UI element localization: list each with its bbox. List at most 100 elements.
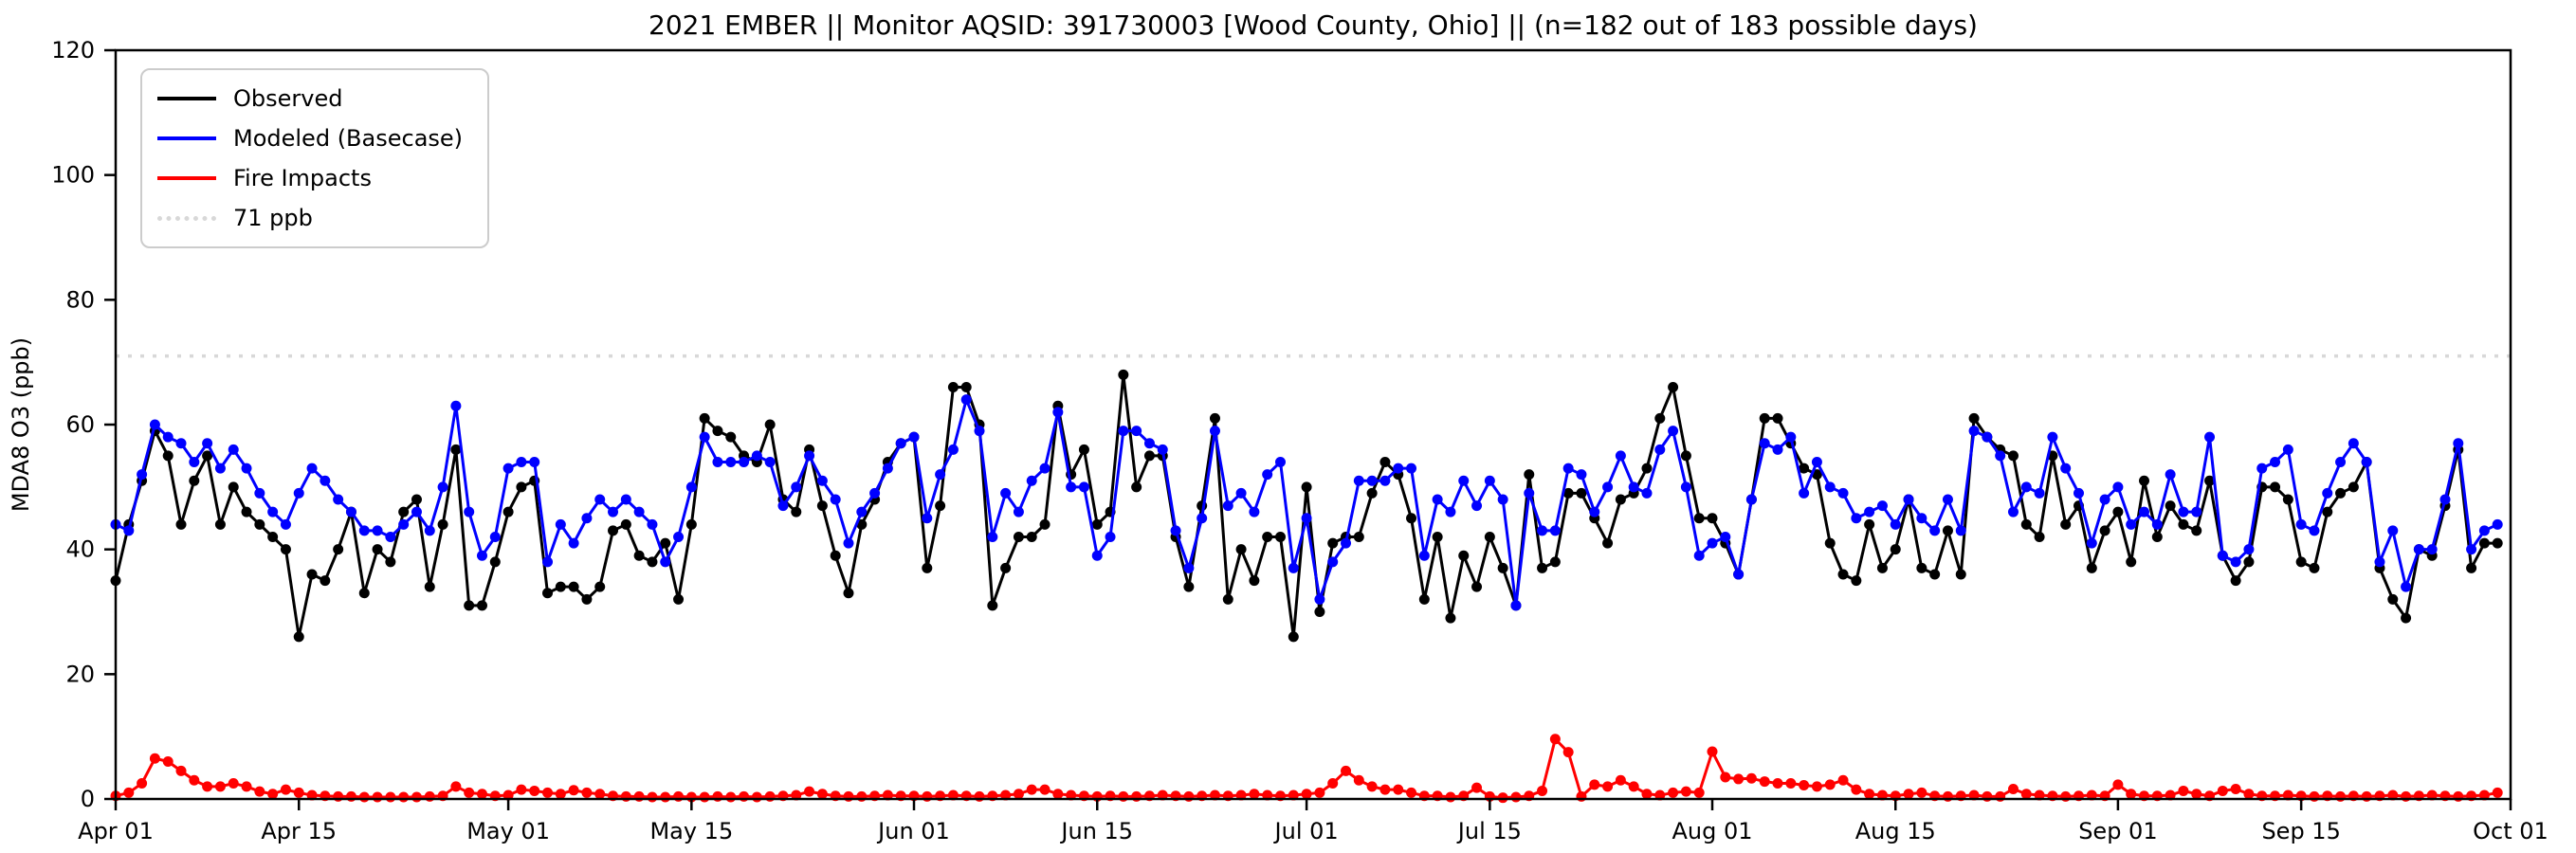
- series-point: [974, 426, 985, 437]
- series-point: [254, 487, 265, 499]
- series-point: [529, 785, 540, 796]
- series-point: [2401, 581, 2412, 592]
- series-point: [1615, 450, 1626, 462]
- series-point: [2139, 475, 2150, 486]
- series-point: [1157, 444, 1168, 455]
- series-point: [2099, 494, 2110, 505]
- series-point: [1288, 562, 1299, 573]
- series-point: [2309, 525, 2320, 536]
- series-point: [267, 789, 279, 800]
- legend-row-modeled: Modeled (Basecase): [157, 119, 463, 157]
- series-point: [1929, 525, 1941, 536]
- series-point: [2112, 506, 2124, 517]
- series-point: [2439, 494, 2451, 505]
- series-point: [2243, 789, 2255, 800]
- series-point: [1510, 791, 1522, 803]
- series-point: [424, 525, 435, 536]
- series-point: [1903, 494, 1914, 505]
- x-tick-label: Jul 15: [1456, 818, 1522, 844]
- series-point: [333, 494, 344, 505]
- series-point: [1864, 518, 1875, 530]
- series-point: [476, 789, 487, 800]
- series-point: [1576, 487, 1587, 499]
- series-point: [1353, 532, 1364, 542]
- series-point: [123, 787, 135, 798]
- series-point: [1733, 773, 1745, 785]
- y-tick-label: 80: [65, 286, 95, 313]
- series-point: [1078, 481, 1089, 493]
- series-point: [2348, 481, 2359, 493]
- series-point: [2243, 544, 2255, 555]
- series-point: [1916, 787, 1927, 798]
- series-point: [1314, 593, 1325, 605]
- series-point: [1876, 562, 1888, 573]
- series-point: [1562, 463, 1574, 474]
- series-point: [922, 562, 933, 573]
- legend: Observed Modeled (Basecase) Fire Impacts…: [140, 68, 490, 248]
- series-point: [1379, 784, 1391, 795]
- series-point: [1654, 412, 1666, 424]
- series-point: [1026, 475, 1037, 486]
- series-point: [1602, 781, 1614, 792]
- series-point: [345, 506, 356, 517]
- series-point: [1668, 426, 1679, 437]
- series-point: [1013, 532, 1024, 542]
- series-point: [568, 785, 579, 796]
- series-point: [1759, 438, 1770, 449]
- series-point: [267, 532, 279, 542]
- series-point: [411, 506, 422, 517]
- series-point: [608, 525, 619, 536]
- series-point: [529, 457, 540, 467]
- series-point: [1183, 581, 1195, 592]
- series-point: [1183, 562, 1195, 573]
- series-point: [1549, 734, 1561, 745]
- series-point: [1406, 513, 1417, 524]
- series-point: [123, 525, 135, 536]
- series-point: [385, 791, 396, 803]
- series-point: [1837, 774, 1849, 786]
- series-point: [1143, 438, 1155, 449]
- series-point: [542, 588, 554, 599]
- series-point: [1222, 500, 1233, 512]
- series-point: [1942, 525, 1953, 536]
- series-point: [1471, 782, 1483, 793]
- series-point: [228, 778, 239, 789]
- x-tick-label: Aug 15: [1855, 818, 1936, 844]
- series-point: [1615, 774, 1626, 786]
- series-point: [791, 481, 802, 493]
- series-point: [542, 787, 554, 798]
- series-point: [464, 787, 475, 798]
- series-point: [1301, 481, 1312, 493]
- x-tick-label: Apr 01: [78, 818, 154, 844]
- series-point: [162, 431, 174, 443]
- series-point: [2230, 783, 2241, 794]
- series-point: [816, 500, 828, 512]
- series-point: [1000, 487, 1012, 499]
- y-axis-label: MDA8 O3 (ppb): [8, 337, 34, 512]
- series-point: [2126, 518, 2137, 530]
- series-point: [267, 506, 279, 517]
- series-point: [1118, 369, 1129, 380]
- series-point: [1733, 569, 1745, 580]
- series-point: [1497, 562, 1508, 573]
- series-point: [1772, 412, 1783, 424]
- series-point: [411, 791, 422, 803]
- series-point: [1497, 792, 1508, 804]
- series-point: [581, 593, 593, 605]
- series-point: [1249, 575, 1260, 587]
- series-point: [2282, 494, 2293, 505]
- series-point: [1418, 593, 1430, 605]
- series-point: [1707, 513, 1718, 524]
- series-point: [685, 518, 697, 530]
- series-point: [2348, 438, 2359, 449]
- series-point: [2126, 556, 2137, 568]
- series-point: [254, 786, 265, 797]
- series-point: [1903, 789, 1914, 800]
- series-point: [2387, 525, 2399, 536]
- series-point: [1916, 513, 1927, 524]
- x-tick-label: Apr 15: [261, 818, 337, 844]
- series-point: [2086, 562, 2097, 573]
- series-point: [1458, 550, 1470, 561]
- series-point: [1274, 457, 1286, 467]
- series-point: [2295, 556, 2307, 568]
